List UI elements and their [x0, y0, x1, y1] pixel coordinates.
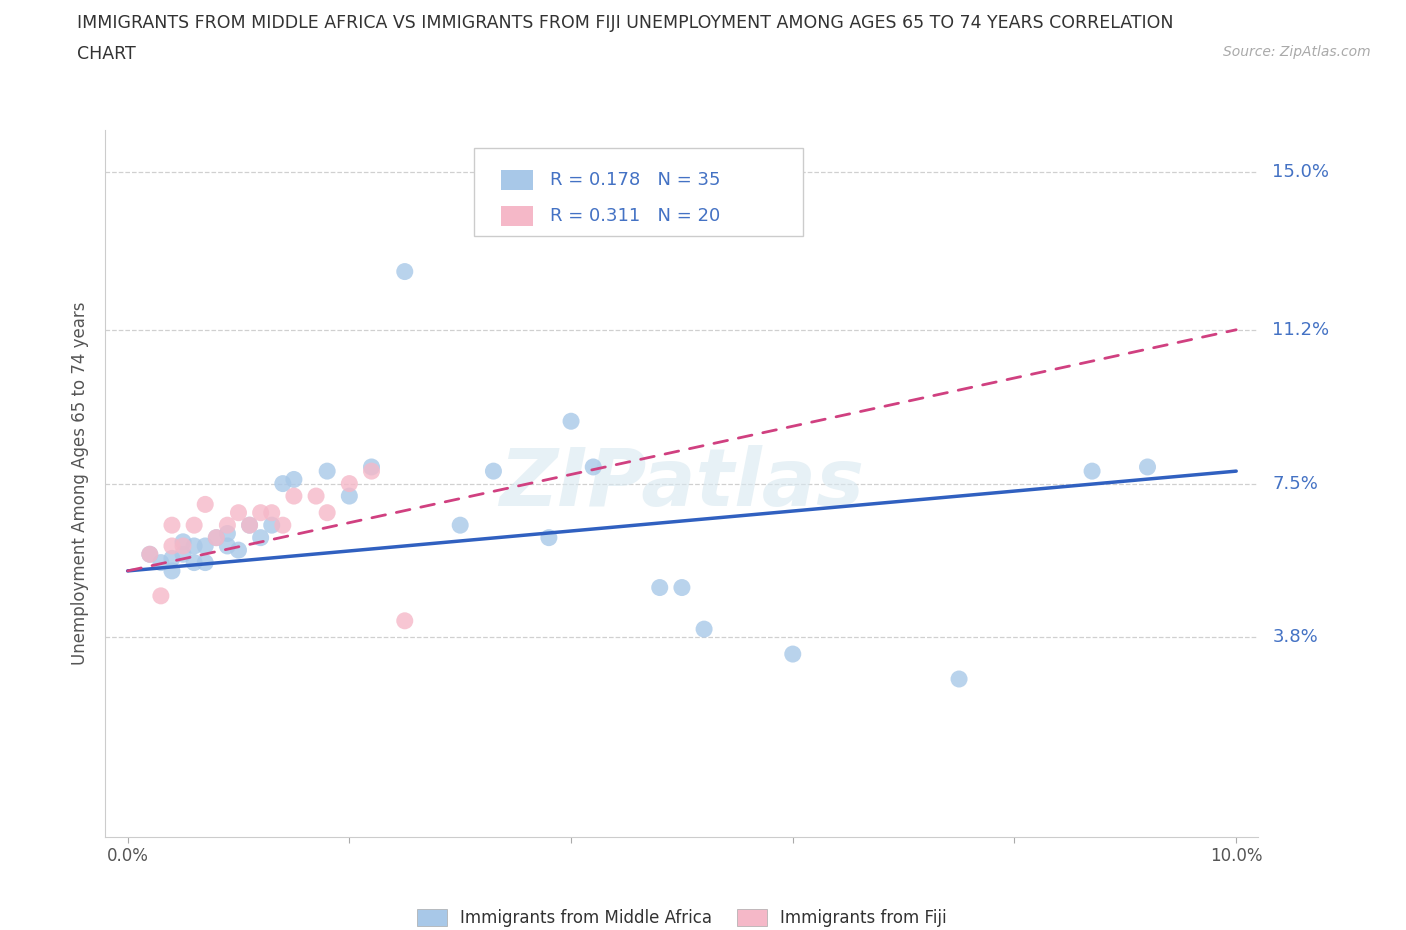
Point	[560, 414, 582, 429]
Point	[139, 547, 162, 562]
Point	[316, 464, 339, 479]
Text: CHART: CHART	[77, 45, 136, 62]
Point	[1081, 464, 1104, 479]
Point	[283, 488, 305, 503]
Point	[305, 488, 328, 503]
Point	[160, 564, 183, 578]
FancyBboxPatch shape	[501, 170, 533, 191]
Text: 3.8%: 3.8%	[1272, 629, 1317, 646]
Point	[205, 530, 228, 545]
Point	[217, 538, 239, 553]
Point	[671, 580, 693, 595]
Point	[194, 538, 217, 553]
Point	[693, 621, 716, 636]
Point	[172, 538, 194, 553]
Point	[482, 464, 505, 479]
Point	[217, 518, 239, 533]
Text: R = 0.311   N = 20: R = 0.311 N = 20	[551, 207, 721, 225]
Point	[183, 518, 205, 533]
Point	[394, 264, 416, 279]
Point	[360, 464, 382, 479]
Point	[316, 505, 339, 520]
FancyBboxPatch shape	[474, 148, 803, 236]
Y-axis label: Unemployment Among Ages 65 to 74 years: Unemployment Among Ages 65 to 74 years	[72, 302, 90, 665]
Text: 7.5%: 7.5%	[1272, 474, 1319, 493]
Point	[782, 646, 804, 661]
Text: 15.0%: 15.0%	[1272, 163, 1329, 180]
Point	[183, 555, 205, 570]
Point	[194, 555, 217, 570]
Point	[648, 580, 671, 595]
Point	[160, 518, 183, 533]
Text: Source: ZipAtlas.com: Source: ZipAtlas.com	[1223, 45, 1371, 59]
Point	[205, 530, 228, 545]
Point	[283, 472, 305, 487]
Point	[360, 459, 382, 474]
Point	[271, 518, 294, 533]
Text: 11.2%: 11.2%	[1272, 321, 1330, 339]
FancyBboxPatch shape	[501, 206, 533, 226]
Point	[228, 505, 250, 520]
Legend: Immigrants from Middle Africa, Immigrants from Fiji: Immigrants from Middle Africa, Immigrant…	[411, 902, 953, 930]
Point	[948, 671, 970, 686]
Point	[238, 518, 262, 533]
Point	[449, 518, 471, 533]
Point	[160, 538, 183, 553]
Point	[194, 497, 217, 512]
Point	[394, 614, 416, 629]
Text: IMMIGRANTS FROM MIDDLE AFRICA VS IMMIGRANTS FROM FIJI UNEMPLOYMENT AMONG AGES 65: IMMIGRANTS FROM MIDDLE AFRICA VS IMMIGRA…	[77, 14, 1174, 32]
Point	[582, 459, 605, 474]
Point	[1136, 459, 1159, 474]
Point	[337, 476, 360, 491]
Point	[149, 589, 172, 604]
Text: R = 0.178   N = 35: R = 0.178 N = 35	[551, 171, 721, 190]
Point	[160, 551, 183, 565]
Point	[271, 476, 294, 491]
Point	[249, 505, 271, 520]
Point	[183, 538, 205, 553]
Text: ZIPatlas: ZIPatlas	[499, 445, 865, 523]
Point	[537, 530, 560, 545]
Point	[172, 535, 194, 550]
Point	[238, 518, 262, 533]
Point	[228, 543, 250, 558]
Point	[260, 518, 283, 533]
Point	[249, 530, 271, 545]
Point	[260, 505, 283, 520]
Point	[172, 547, 194, 562]
Point	[337, 488, 360, 503]
Point	[149, 555, 172, 570]
Point	[139, 547, 162, 562]
Point	[217, 526, 239, 541]
